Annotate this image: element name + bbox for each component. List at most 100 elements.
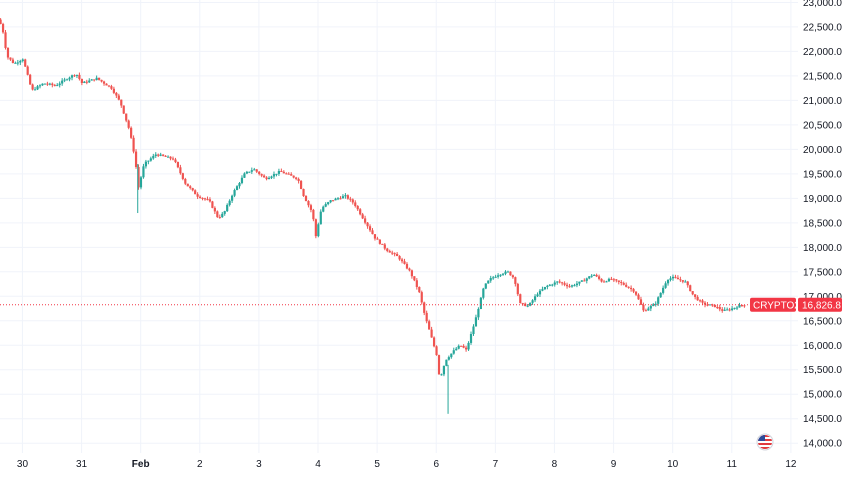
candle-body bbox=[686, 281, 689, 286]
candle-body bbox=[304, 196, 308, 202]
candle-body bbox=[415, 280, 418, 287]
candle-body bbox=[265, 177, 268, 180]
candle-body bbox=[290, 174, 293, 176]
price-tick-label: 19,500.0 bbox=[803, 169, 842, 180]
price-tick-label: 15,500.0 bbox=[803, 365, 842, 376]
time-tick-label: 6 bbox=[433, 459, 439, 470]
candle-body bbox=[698, 300, 702, 302]
time-tick-label: 30 bbox=[17, 459, 29, 470]
price-tick-label: 18,000.0 bbox=[803, 243, 842, 254]
candle-body bbox=[70, 75, 74, 78]
candle-body bbox=[366, 222, 369, 227]
candle-body bbox=[733, 307, 736, 309]
candle-body bbox=[46, 83, 49, 85]
candle-body bbox=[263, 175, 266, 178]
candle-body bbox=[322, 206, 325, 212]
candle-body bbox=[134, 151, 138, 168]
candle-body bbox=[548, 284, 551, 286]
candle-body bbox=[258, 171, 261, 175]
candle-body bbox=[666, 279, 670, 284]
candle-body bbox=[647, 308, 650, 311]
candle-body bbox=[285, 173, 288, 175]
price-axis[interactable]: 14,000.0 14,500.0 15,000.0 15,500.0 16,000.0… bbox=[803, 0, 842, 450]
candle-body bbox=[467, 342, 470, 350]
candle-body bbox=[644, 310, 647, 312]
candle-body bbox=[721, 309, 724, 311]
candle-body bbox=[203, 198, 207, 200]
candle-body bbox=[349, 198, 352, 200]
candle-body bbox=[211, 201, 214, 208]
candle-body bbox=[627, 286, 630, 288]
time-tick-label: 31 bbox=[76, 459, 88, 470]
candle-body bbox=[309, 205, 313, 210]
time-tick-label: 4 bbox=[315, 459, 321, 470]
candle-body bbox=[706, 304, 709, 306]
candle-body bbox=[1, 23, 5, 33]
candle-body bbox=[405, 263, 409, 269]
candle-body bbox=[16, 62, 19, 64]
last-price-tag: CRYPTO20 16,826.8 bbox=[750, 297, 842, 312]
candle-body bbox=[78, 74, 81, 79]
candle-body bbox=[738, 305, 741, 308]
candle-body bbox=[142, 166, 145, 178]
time-tick-label: 10 bbox=[667, 459, 679, 470]
candle-body bbox=[457, 345, 460, 349]
time-tick-label: Feb bbox=[132, 459, 150, 470]
symbol-tag bbox=[750, 297, 796, 312]
candle-body bbox=[351, 199, 354, 203]
candle-body bbox=[354, 202, 357, 207]
candle-body bbox=[556, 281, 559, 283]
candle-body bbox=[208, 199, 212, 202]
candle-body bbox=[105, 83, 108, 86]
candle-body bbox=[9, 57, 12, 60]
candle-body bbox=[391, 252, 394, 254]
candle-body bbox=[238, 183, 241, 187]
time-tick-label: 11 bbox=[727, 459, 738, 470]
candle-body bbox=[223, 211, 226, 214]
candle-body bbox=[117, 95, 120, 100]
candle-body bbox=[53, 85, 56, 87]
candle-body bbox=[339, 198, 342, 200]
time-axis[interactable]: 30 31 Feb 2 3 4 5 6 7 8 9 10 11 12 bbox=[17, 459, 797, 470]
candle-body bbox=[218, 217, 221, 219]
candle-body bbox=[186, 183, 189, 187]
candle-body bbox=[112, 88, 115, 93]
candle-body bbox=[642, 304, 645, 311]
candle-body bbox=[428, 321, 431, 330]
candle-body bbox=[469, 333, 473, 343]
us-flag-icon[interactable] bbox=[756, 433, 774, 451]
candle-body bbox=[563, 283, 566, 285]
candle-body bbox=[602, 281, 606, 283]
candle-body bbox=[701, 300, 704, 303]
candle-body bbox=[267, 177, 271, 180]
candle-body bbox=[102, 81, 106, 84]
price-tick-label: 20,500.0 bbox=[803, 120, 842, 131]
candle-body bbox=[679, 279, 682, 281]
candle-body bbox=[501, 273, 505, 275]
candle-body bbox=[607, 278, 611, 282]
candle-body bbox=[482, 288, 485, 298]
candle-body bbox=[674, 276, 677, 278]
candle-body bbox=[356, 206, 359, 210]
candle-body bbox=[730, 308, 734, 310]
price-tick-label: 14,000.0 bbox=[803, 439, 842, 450]
candle-body bbox=[553, 282, 556, 285]
candle-body bbox=[376, 238, 379, 240]
candle-body bbox=[408, 268, 411, 271]
candle-body bbox=[713, 304, 716, 308]
candle-body bbox=[521, 303, 524, 305]
price-tick-label: 15,000.0 bbox=[803, 390, 842, 401]
candle-body bbox=[65, 79, 69, 81]
candle-body bbox=[191, 188, 194, 191]
candle-body bbox=[100, 79, 103, 82]
candle-body bbox=[684, 281, 687, 283]
candle-body bbox=[132, 137, 135, 152]
candle-body bbox=[388, 250, 391, 253]
candle-body bbox=[703, 302, 707, 305]
candle-body bbox=[657, 297, 660, 304]
candle-body bbox=[597, 276, 601, 279]
candle-body bbox=[359, 209, 362, 215]
candle-body bbox=[403, 261, 406, 264]
candle-body bbox=[58, 83, 61, 86]
